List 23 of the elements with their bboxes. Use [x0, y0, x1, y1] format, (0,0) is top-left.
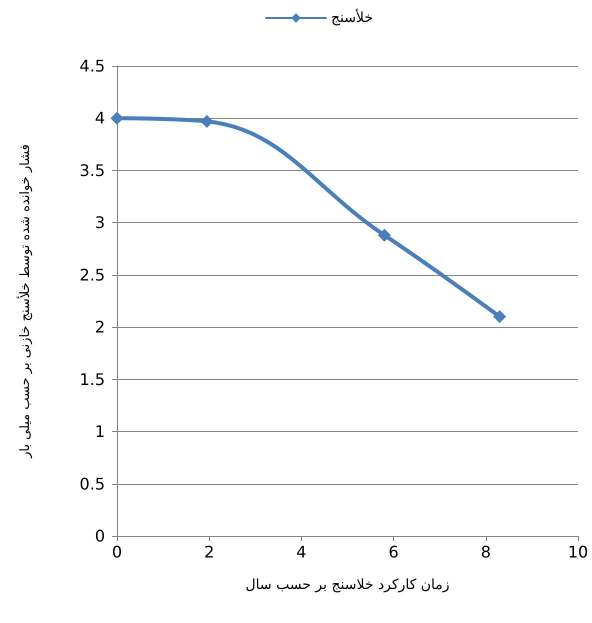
- x-tick-label: 10: [568, 542, 588, 562]
- y-tick-label: 0: [94, 526, 105, 546]
- y-tick-label: 3: [94, 213, 105, 232]
- x-tick-label: 6: [388, 542, 399, 562]
- point: [200, 114, 214, 128]
- y-tick-label: 1.5: [80, 370, 105, 389]
- y-tick-label: 3.5: [80, 160, 105, 180]
- y-tick-label: 4: [94, 108, 105, 128]
- legend-label: خلأسنج: [331, 8, 373, 26]
- y-tick-label: 2.5: [80, 265, 105, 284]
- y-axis-title: فشار خوانده شده توسط خلأسنج خازنی بر حسب میلی بار: [16, 144, 33, 459]
- y-tick-label: 4.5: [80, 56, 105, 76]
- y-tick-label: 1: [94, 422, 105, 442]
- x-tick-label: 2: [204, 542, 214, 562]
- y-tick-label: 0.5: [80, 474, 105, 494]
- y-tick-label: 2: [94, 318, 105, 337]
- point: [110, 112, 124, 125]
- x-tick-label: 4: [296, 542, 306, 562]
- point: [378, 228, 391, 242]
- x-tick-label: 0: [112, 542, 122, 562]
- x-tick-label: 8: [480, 542, 491, 562]
- x-axis-title: زمان کارکرد خلاسنج بر حسب سال: [245, 577, 450, 593]
- point: [493, 310, 506, 324]
